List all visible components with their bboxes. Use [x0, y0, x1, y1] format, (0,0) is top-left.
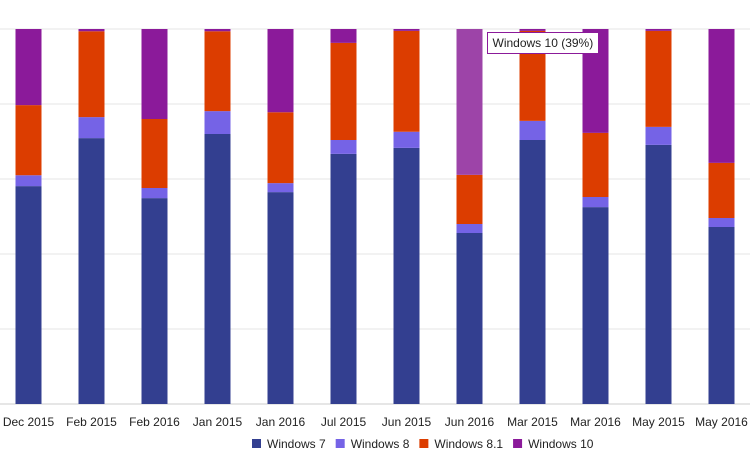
bar-windows-8-jun-2016[interactable]	[456, 224, 483, 233]
gridlines	[0, 28, 750, 405]
bar-windows-10-feb-2016[interactable]	[141, 29, 168, 119]
x-tick-label: Mar 2016	[570, 415, 621, 429]
x-axis-ticks: Dec 2015 Feb 2015 Feb 2016 Jan 2015 Jan 2016…	[3, 415, 748, 429]
legend: Windows 7 Windows 8 Windows 8.1 Windows 10	[252, 437, 594, 451]
bar-windows-10-mar-2015[interactable]	[519, 29, 546, 31]
bar-windows-8-1-may-2015[interactable]	[645, 30, 672, 127]
bar-windows-8-1-jun-2015[interactable]	[393, 30, 420, 132]
x-tick-label: Jun 2016	[445, 415, 495, 429]
bar-windows-8-1-dec-2015[interactable]	[15, 105, 42, 176]
bar-windows-8-1-mar-2016[interactable]	[582, 132, 609, 197]
bar-windows-8-1-jul-2015[interactable]	[330, 42, 357, 140]
x-tick-label: Dec 2015	[3, 415, 55, 429]
legend-item[interactable]: Windows 8.1	[419, 437, 503, 451]
bar-windows-7-may-2016[interactable]	[708, 227, 735, 404]
legend-swatch	[252, 439, 261, 448]
bar-windows-7-jan-2015[interactable]	[204, 134, 231, 404]
bar-windows-8-mar-2015[interactable]	[519, 120, 546, 140]
bar-windows-8-1-jun-2016[interactable]	[456, 174, 483, 224]
bar-windows-10-jan-2016[interactable]	[267, 29, 294, 113]
bar-windows-8-dec-2015[interactable]	[15, 175, 42, 187]
bar-windows-10-jan-2015[interactable]	[204, 29, 231, 32]
bar-windows-8-1-may-2016[interactable]	[708, 162, 735, 218]
legend-swatch	[513, 439, 523, 448]
legend-item[interactable]: Windows 10	[513, 437, 594, 451]
bar-windows-7-feb-2016[interactable]	[141, 198, 168, 404]
x-tick-label: Jul 2015	[321, 415, 367, 429]
bar-windows-7-jul-2015[interactable]	[330, 153, 357, 404]
x-tick-label: May 2016	[695, 415, 748, 429]
x-tick-label: Mar 2015	[507, 415, 558, 429]
x-tick-label: May 2015	[632, 415, 685, 429]
bar-windows-7-jun-2015[interactable]	[393, 147, 420, 404]
bar-windows-8-1-jan-2015[interactable]	[204, 31, 231, 112]
legend-label: Windows 8	[351, 437, 410, 451]
x-tick-label: Jan 2016	[256, 415, 306, 429]
legend-swatch	[419, 439, 429, 448]
bar-windows-8-1-feb-2016[interactable]	[141, 119, 168, 188]
bar-windows-8-jan-2016[interactable]	[267, 183, 294, 193]
bar-windows-8-feb-2015[interactable]	[78, 117, 105, 139]
x-tick-label: Feb 2015	[66, 415, 117, 429]
x-tick-label: Jan 2015	[193, 415, 243, 429]
bar-windows-7-may-2015[interactable]	[645, 144, 672, 404]
x-tick-label: Feb 2016	[129, 415, 180, 429]
bar-windows-7-jan-2016[interactable]	[267, 192, 294, 404]
legend-label: Windows 8.1	[434, 437, 503, 451]
bar-windows-8-jun-2015[interactable]	[393, 131, 420, 148]
bar-windows-10-may-2016[interactable]	[708, 29, 735, 163]
bar-windows-7-jun-2016[interactable]	[456, 233, 483, 404]
legend-swatch	[335, 439, 345, 448]
bar-windows-8-may-2016[interactable]	[708, 218, 735, 227]
bar-windows-8-jul-2015[interactable]	[330, 140, 357, 154]
bar-windows-8-mar-2016[interactable]	[582, 197, 609, 208]
bar-windows-8-1-jan-2016[interactable]	[267, 112, 294, 184]
bar-windows-8-1-feb-2015[interactable]	[78, 31, 105, 118]
bar-windows-10-jul-2015[interactable]	[330, 29, 357, 43]
bar-windows-10-feb-2015[interactable]	[78, 29, 105, 32]
bar-windows-7-dec-2015[interactable]	[15, 186, 42, 404]
bar-windows-10-dec-2015[interactable]	[15, 29, 42, 106]
bar-windows-8-may-2015[interactable]	[645, 126, 672, 145]
bar-windows-10-may-2015[interactable]	[645, 29, 672, 31]
bar-windows-7-mar-2015[interactable]	[519, 140, 546, 404]
legend-label: Windows 7	[267, 437, 326, 451]
bar-windows-7-feb-2015[interactable]	[78, 138, 105, 404]
tooltip: Windows 10 (39%)	[486, 32, 600, 54]
bars	[15, 29, 735, 404]
legend-label: Windows 10	[528, 437, 594, 451]
legend-item[interactable]: Windows 8	[335, 437, 410, 451]
legend-item[interactable]: Windows 7	[252, 437, 326, 451]
bar-windows-7-mar-2016[interactable]	[582, 207, 609, 404]
x-tick-label: Jun 2015	[382, 415, 432, 429]
bar-windows-8-jan-2015[interactable]	[204, 111, 231, 134]
bar-windows-10-jun-2015[interactable]	[393, 29, 420, 31]
bar-windows-10-jun-2016[interactable]	[456, 29, 483, 175]
bar-windows-8-feb-2016[interactable]	[141, 188, 168, 199]
